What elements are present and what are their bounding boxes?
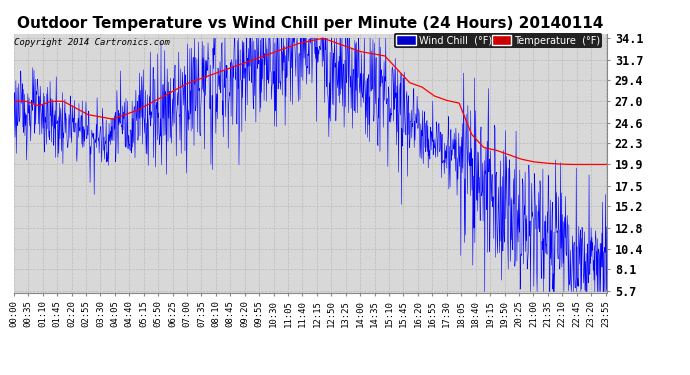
Legend: Wind Chill  (°F), Temperature  (°F): Wind Chill (°F), Temperature (°F) bbox=[395, 33, 602, 48]
Title: Outdoor Temperature vs Wind Chill per Minute (24 Hours) 20140114: Outdoor Temperature vs Wind Chill per Mi… bbox=[17, 16, 604, 31]
Text: Copyright 2014 Cartronics.com: Copyright 2014 Cartronics.com bbox=[14, 38, 170, 46]
